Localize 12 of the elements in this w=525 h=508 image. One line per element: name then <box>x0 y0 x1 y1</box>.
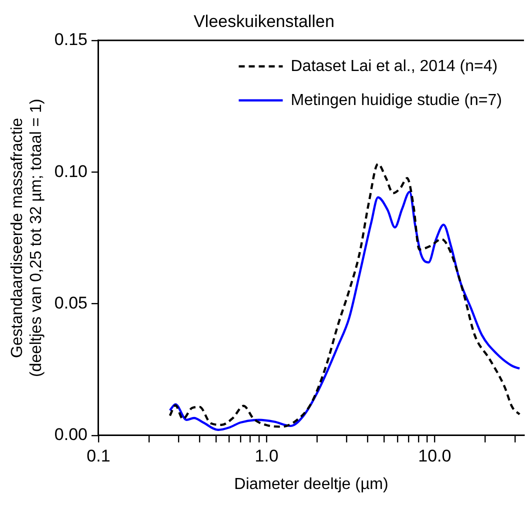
x-tick-label: 10.0 <box>418 446 452 466</box>
y-axis-title: Gestandaardiseerde massafractie (deeltjes van 0,25 tot 32 µm; totaal = 1) <box>9 98 46 378</box>
y-tick-label: 0.15 <box>54 30 88 50</box>
chart-title: Vleeskuikenstallen <box>194 12 334 31</box>
y-tick-label: 0.10 <box>54 162 88 181</box>
y-tick-label: 0.05 <box>54 293 88 312</box>
y-tick-label: 0.00 <box>54 425 88 444</box>
legend-label: Metingen huidige studie (n=7) <box>290 92 502 109</box>
x-tick-label: 1.0 <box>254 446 278 466</box>
legend-label: Dataset Lai et al., 2014 (n=4) <box>290 58 498 75</box>
x-tick-label: 0.1 <box>86 446 110 466</box>
x-axis-title: Diameter deeltje (µm) <box>234 476 388 493</box>
